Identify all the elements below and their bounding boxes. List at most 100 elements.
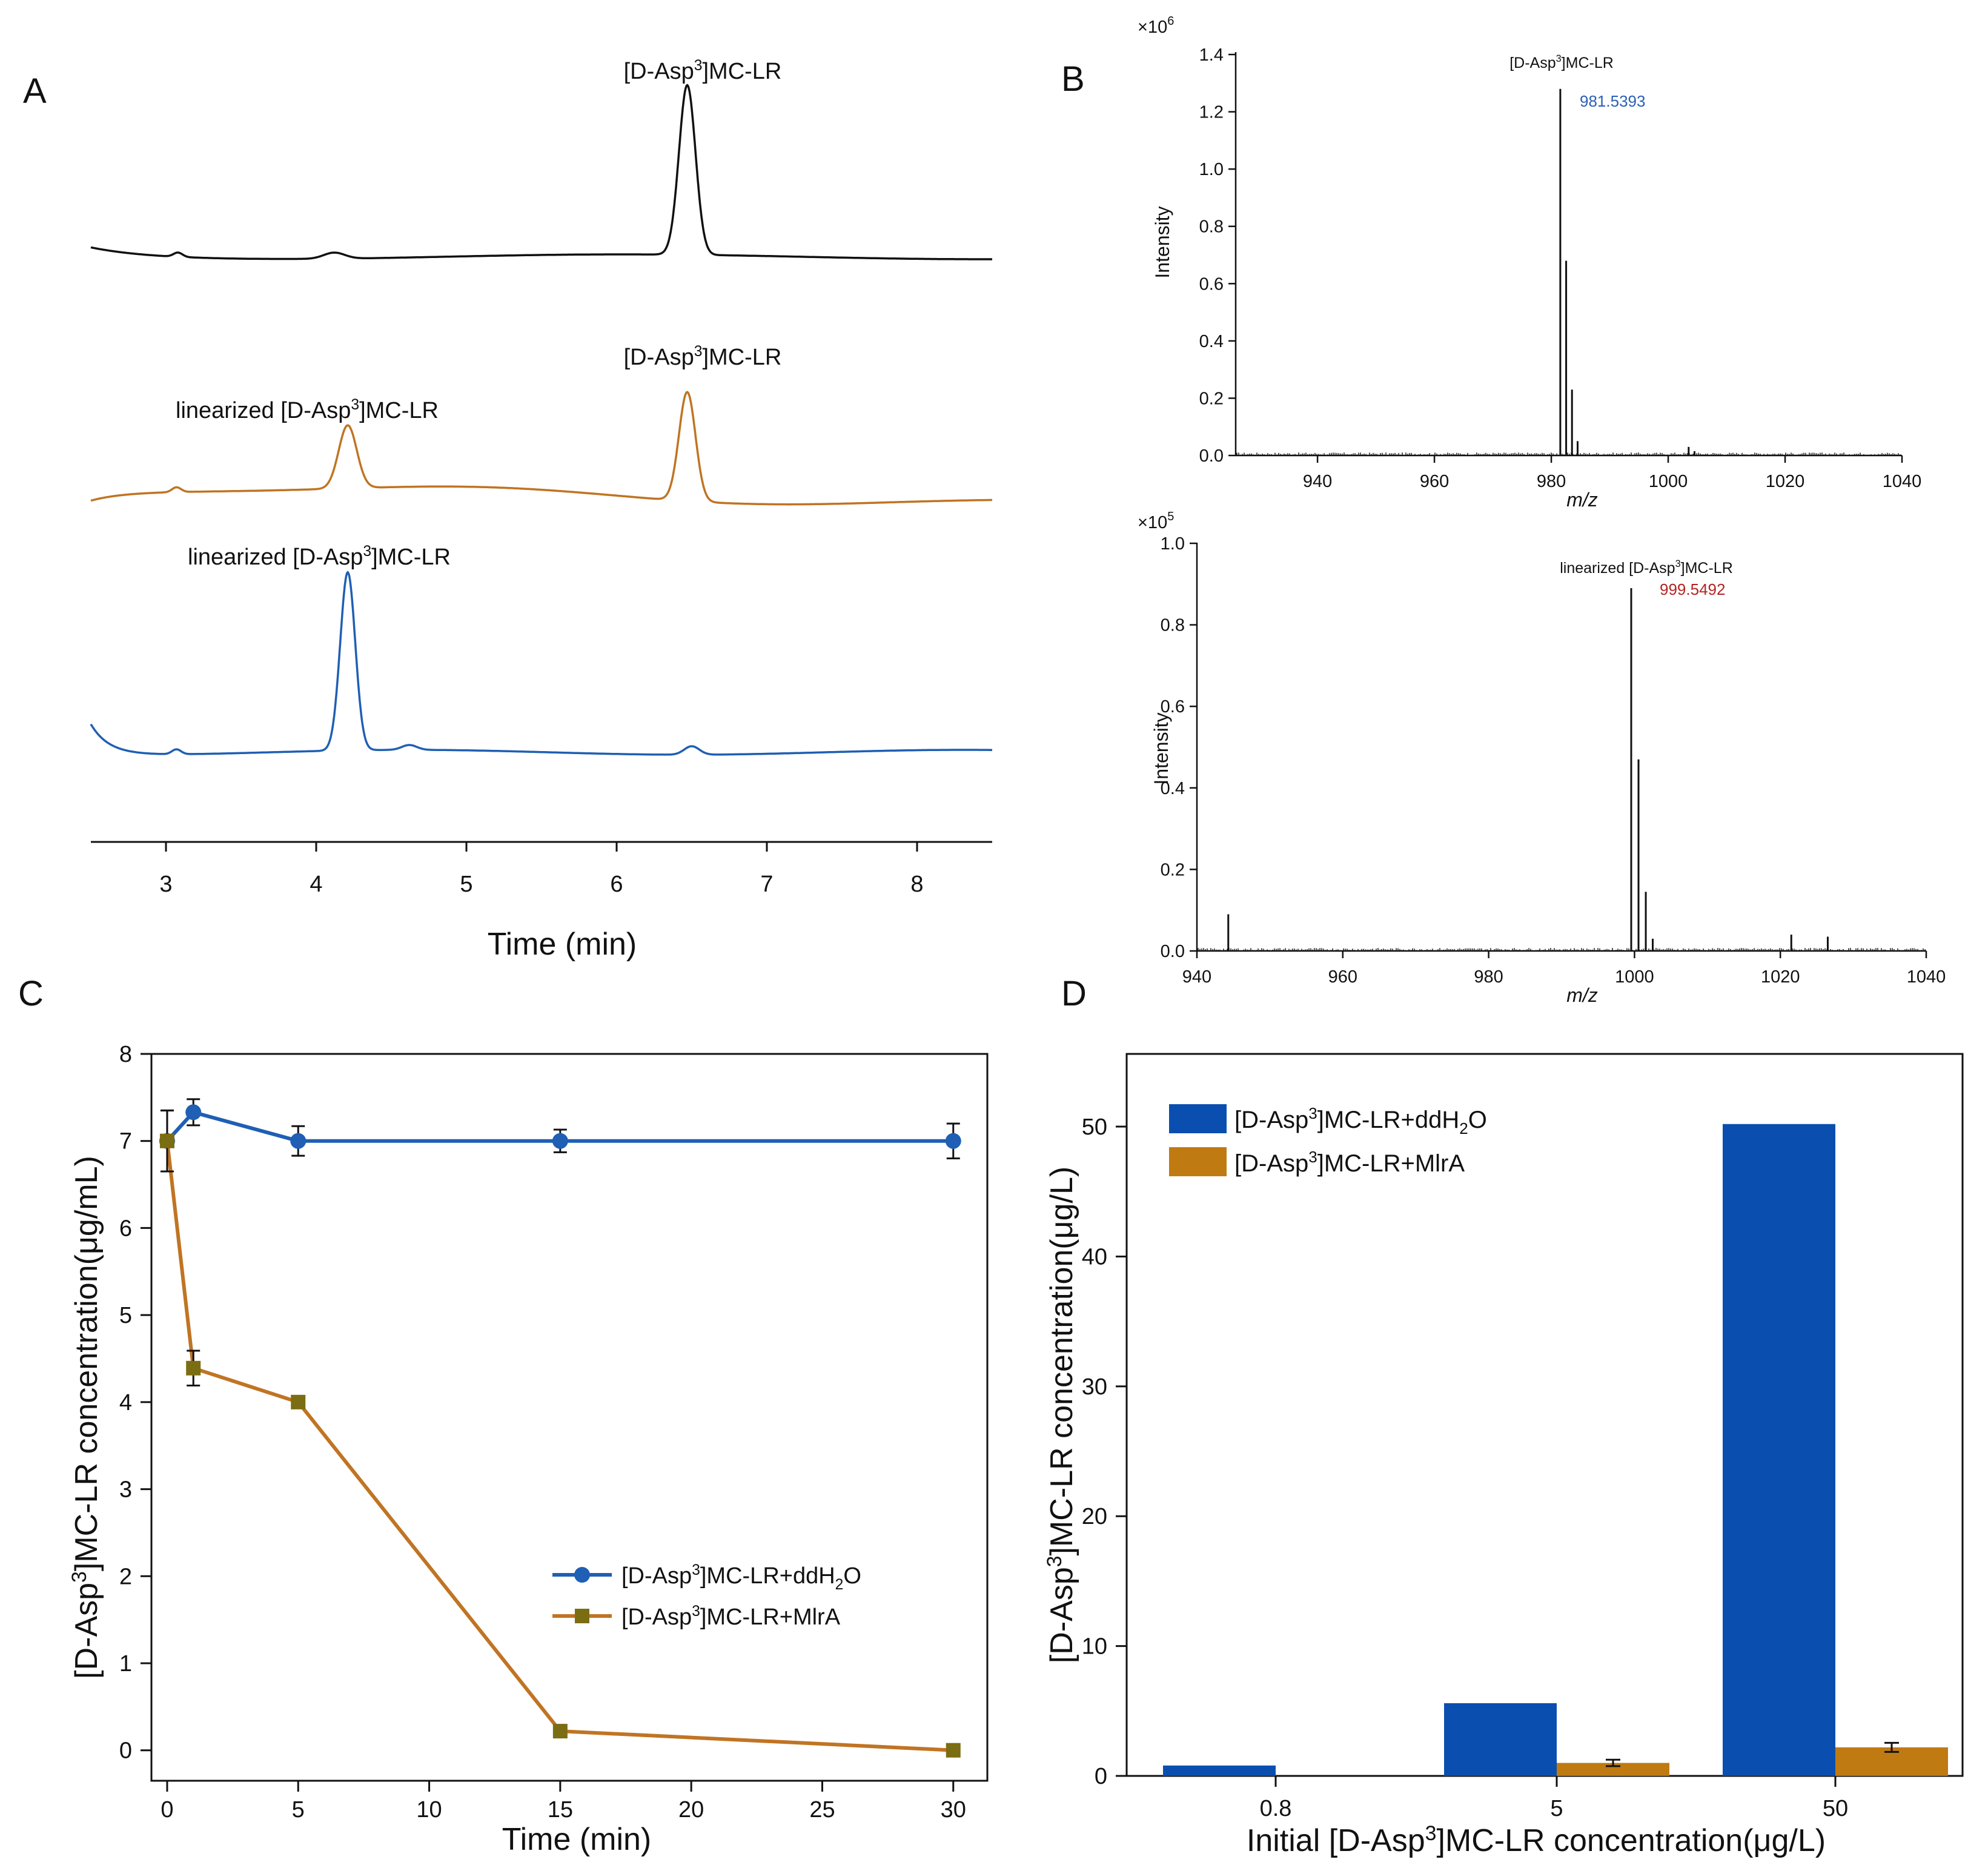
spectrum-top-peak-value: 981.5393 (1580, 92, 1645, 110)
panel-label-a: A (23, 71, 47, 111)
peak-label-complete-linearized-superscript: 3 (363, 543, 371, 560)
spectrum-bottom-multiplier-exp: 5 (1167, 510, 1174, 523)
legend-d-ddh2o-part1: [D-Asp (1234, 1107, 1308, 1133)
time-course-line-mlra (165, 1141, 953, 1752)
spectrum-x-tick-label: 940 (1303, 472, 1332, 491)
concentration-y-tick-label: 30 (1082, 1374, 1107, 1400)
legend-ddh2o-part1: [D-Asp (621, 1563, 692, 1589)
spectrum-bottom-multiplier: ×105 (1138, 510, 1174, 532)
spectrum-bottom-peak-value: 999.5492 (1660, 580, 1725, 598)
concentration-x-tick-label: 5 (1550, 1796, 1563, 1821)
mass-spectrum-top: 940 960 980 1000 1020 1040 0.0 0.2 0.4 0.6 0.8 1.0 1… (1138, 15, 1921, 511)
peak-label-complete-linearized-part2: ]MC-LR (371, 545, 451, 570)
legend-marker-ddh2o (574, 1567, 590, 1583)
legend-marker-mlra (575, 1609, 589, 1623)
spectrum-y-tick-label: 0.2 (1161, 860, 1185, 879)
spectrum-x-tick-label: 960 (1328, 967, 1357, 987)
peak-label-standard-part1: [D-Asp (624, 59, 694, 84)
chromatogram-x-tick-label: 8 (910, 872, 923, 897)
legend-label-mlra: [D-Asp3]MC-LR+MlrA (621, 1603, 841, 1630)
peak-label-partial-intact-superscript: 3 (694, 343, 703, 360)
legend-d-label-ddh2o: [D-Asp3]MC-LR+ddH2O (1234, 1104, 1487, 1138)
spectrum-top-multiplier: ×106 (1138, 15, 1174, 37)
spectrum-x-tick-label: 940 (1182, 967, 1211, 987)
spectrum-bottom-compound-superscript: 3 (1675, 558, 1681, 569)
time-course-point-ddh2o (945, 1133, 961, 1149)
spectrum-y-tick-label: 0.4 (1199, 332, 1224, 351)
time-course-y-tick-label: 0 (119, 1738, 132, 1764)
concentration-x-label-superscript: 3 (1425, 1822, 1437, 1845)
spectrum-top-x-label: m/z (1566, 489, 1598, 511)
spectrum-y-tick-label: 1.2 (1199, 103, 1224, 122)
spectrum-top-compound-part1: [D-Asp (1509, 55, 1556, 71)
legend-d-ddh2o-part3: O (1468, 1107, 1487, 1133)
spectrum-top-multiplier-base: ×10 (1138, 18, 1167, 37)
spectrum-bottom-y-label: Intensity (1150, 712, 1172, 784)
concentration-y-label: [D-Asp3]MC-LR concentration(μg/L) (1043, 1167, 1079, 1663)
chromatogram-x-tick-label: 3 (159, 872, 172, 897)
time-course-point-mlra (291, 1394, 306, 1409)
concentration-x-label: Initial [D-Asp3]MC-LR concentration(μg/L… (1247, 1822, 1826, 1858)
spectrum-baseline-noise (1198, 948, 1926, 951)
time-course-x-tick-label: 30 (941, 1797, 966, 1823)
concentration-x-label-part1: Initial [D-Asp (1247, 1823, 1425, 1858)
spectrum-x-tick-label: 980 (1474, 967, 1503, 987)
spectrum-y-tick-label: 1.4 (1199, 45, 1224, 65)
legend-label-ddh2o: [D-Asp3]MC-LR+ddH2O (621, 1562, 861, 1593)
chromatogram-x-tick-label: 6 (610, 872, 623, 897)
time-course-y-tick-label: 7 (119, 1129, 132, 1154)
chromatogram-x-tick-label: 5 (460, 872, 472, 897)
spectrum-y-tick-label: 0.0 (1161, 942, 1185, 961)
time-course-point-mlra (946, 1743, 961, 1758)
chromatogram-x-tick-label: 4 (310, 872, 322, 897)
concentration-bar-ddh2o (1723, 1124, 1835, 1776)
peak-label-standard-part2: ]MC-LR (702, 59, 781, 84)
time-course-y-label-part1: [D-Asp (69, 1583, 104, 1679)
time-course-point-mlra (552, 1724, 568, 1739)
spectrum-bottom-compound-part1: linearized [D-Asp (1560, 560, 1675, 577)
spectrum-y-tick-label: 0.2 (1199, 389, 1224, 408)
spectrum-top-compound-label: [D-Asp3]MC-LR (1509, 53, 1614, 71)
chromatogram-x-label: Time (min) (488, 927, 637, 962)
chromatogram-trace-partial (90, 391, 992, 506)
time-course-x-tick-label: 25 (809, 1797, 835, 1823)
spectrum-x-tick-label: 980 (1537, 472, 1566, 491)
time-course-y-tick-label: 2 (119, 1564, 132, 1589)
time-course-point-ddh2o (552, 1133, 568, 1149)
concentration-y-tick-label: 0 (1095, 1764, 1107, 1789)
chromatogram-trace-standard (90, 84, 992, 260)
legend-d-mlra-part2: ]MC-LR+MlrA (1317, 1150, 1465, 1177)
legend-swatch-ddh2o (1169, 1104, 1227, 1133)
legend-ddh2o-superscript: 3 (692, 1562, 700, 1578)
legend-d-mlra-superscript: 3 (1308, 1148, 1317, 1166)
spectrum-bottom-compound-part2: ]MC-LR (1681, 560, 1733, 577)
spectrum-top-compound-part2: ]MC-LR (1562, 55, 1614, 71)
spectrum-top-y-label: Intensity (1151, 206, 1173, 278)
spectrum-x-tick-label: 1000 (1649, 472, 1688, 491)
spectrum-bottom-x-label: m/z (1566, 984, 1598, 1006)
legend-d-label-mlra: [D-Asp3]MC-LR+MlrA (1234, 1148, 1465, 1177)
legend-swatch-mlra (1169, 1147, 1227, 1176)
spectrum-y-tick-label: 0.0 (1199, 446, 1224, 466)
peak-label-standard-superscript: 3 (694, 58, 703, 74)
time-course-y-label-superscript: 3 (68, 1571, 91, 1583)
spectrum-top-compound-superscript: 3 (1556, 53, 1562, 64)
time-course-x-tick-label: 5 (292, 1797, 305, 1823)
legend-mlra-part2: ]MC-LR+MlrA (700, 1604, 841, 1630)
mass-spectrum-bottom: 940 960 980 1000 1020 10400.00.20.40.60.81.0 … (1138, 510, 1946, 1006)
panel-label-b: B (1061, 59, 1085, 99)
legend-d-ddh2o-part2: ]MC-LR+ddH (1317, 1107, 1460, 1133)
peak-label-partial-intact-part1: [D-Asp (624, 345, 694, 370)
concentration-y-tick-label: 40 (1082, 1244, 1107, 1270)
peak-label-partial-intact: [D-Asp3]MC-LR (624, 343, 782, 370)
legend-mlra-part1: [D-Asp (621, 1604, 692, 1630)
spectrum-x-tick-label: 960 (1420, 472, 1449, 491)
spectrum-y-tick-label: 1.0 (1199, 160, 1224, 179)
time-course-y-tick-label: 1 (119, 1651, 132, 1677)
concentration-error-bar (1606, 1758, 1620, 1767)
concentration-x-tick-label: 50 (1823, 1796, 1848, 1821)
